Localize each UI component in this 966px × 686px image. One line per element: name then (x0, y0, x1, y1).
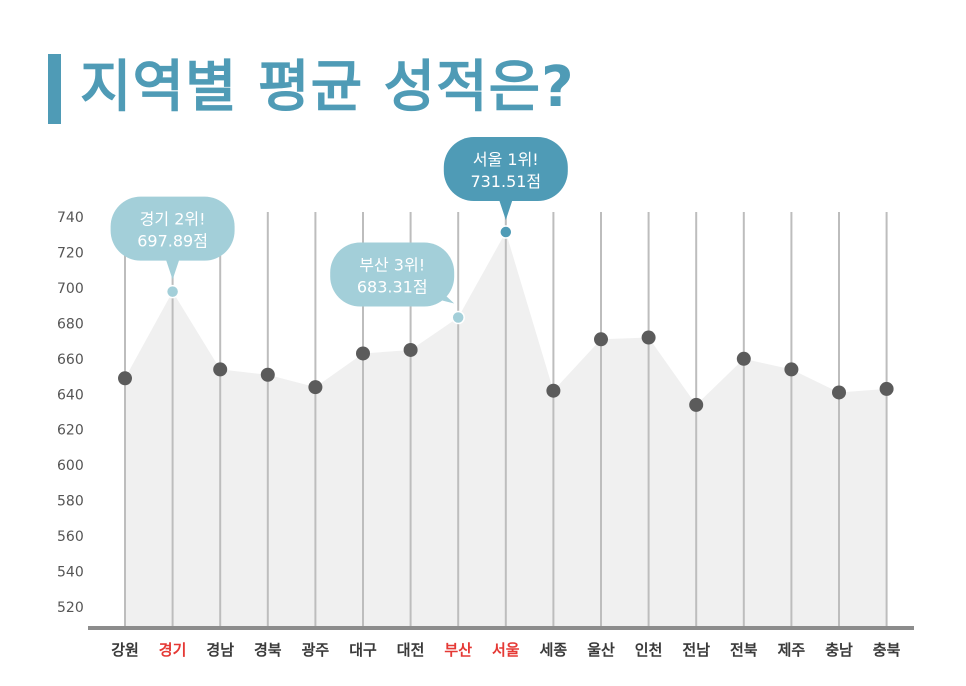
callout-tail (426, 290, 455, 304)
page-title: 지역별 평균 성적은? (80, 55, 575, 120)
data-point-충남 (832, 385, 846, 400)
x-tick-label: 대전 (397, 641, 425, 659)
y-tick-label: 700 (57, 281, 84, 297)
callout-line2: 697.89점 (137, 232, 208, 251)
data-point-세종 (546, 383, 561, 398)
y-tick-label: 540 (57, 565, 84, 581)
x-tick-label: 울산 (587, 641, 615, 659)
data-point-경남 (213, 362, 228, 377)
title-accent-bar (48, 54, 61, 124)
callout-line2: 731.51점 (470, 172, 541, 191)
y-tick-label: 560 (57, 529, 84, 545)
x-tick-label: 광주 (302, 641, 330, 659)
x-tick-label: 충남 (825, 641, 853, 659)
callout-line2: 683.31점 (357, 277, 428, 296)
y-tick-label: 580 (57, 494, 84, 510)
x-tick-label: 경기 (159, 641, 187, 659)
y-tick-label: 680 (57, 316, 84, 332)
x-tick-label: 제주 (778, 641, 806, 659)
data-point-서울 (499, 225, 513, 239)
x-tick-label: 서울 (492, 641, 520, 659)
callout-tail (498, 199, 513, 221)
x-tick-label: 전남 (682, 641, 710, 659)
data-point-대구 (356, 346, 370, 361)
callout-line1: 서울 1위! (473, 150, 539, 169)
callout-bubble (110, 196, 235, 261)
data-point-전남 (689, 397, 704, 412)
callout-서울: 서울 1위! 731.51점 (443, 137, 568, 221)
data-point-경기 (165, 284, 180, 299)
x-tick-label: 충북 (873, 641, 901, 659)
data-point-제주 (784, 362, 799, 377)
callout-bubble (443, 137, 568, 202)
x-tick-label: 강원 (111, 641, 139, 659)
data-point-경북 (260, 367, 275, 382)
data-point-강원 (118, 371, 132, 386)
data-point-전북 (736, 351, 751, 366)
callout-line1: 경기 2위! (140, 210, 206, 229)
x-tick-label: 인천 (635, 641, 663, 659)
callout-부산: 부산 3위! 683.31점 (330, 242, 455, 307)
x-tick-label: 부산 (444, 641, 472, 659)
callout-bubble (330, 242, 455, 307)
callout-tail (165, 258, 180, 280)
callout-line1: 부산 3위! (359, 255, 425, 274)
x-tick-label: 경북 (254, 641, 282, 659)
data-point-충북 (879, 381, 894, 396)
callout-경기: 경기 2위! 697.89점 (110, 196, 235, 280)
x-tick-label: 경남 (206, 641, 234, 659)
x-tick-label: 전북 (730, 641, 758, 659)
data-point-대전 (403, 342, 418, 357)
y-tick-label: 660 (57, 352, 84, 368)
data-point-울산 (594, 332, 608, 347)
y-tick-label: 640 (57, 387, 84, 403)
y-tick-label: 620 (57, 423, 84, 439)
data-point-광주 (308, 380, 323, 395)
data-point-부산 (451, 310, 465, 325)
y-tick-label: 520 (57, 600, 84, 616)
y-tick-label: 740 (57, 210, 84, 226)
x-tick-label: 세종 (540, 641, 568, 659)
data-point-인천 (641, 330, 656, 345)
y-tick-label: 720 (57, 245, 84, 261)
y-tick-label: 600 (57, 458, 84, 474)
x-tick-label: 대구 (349, 641, 377, 659)
